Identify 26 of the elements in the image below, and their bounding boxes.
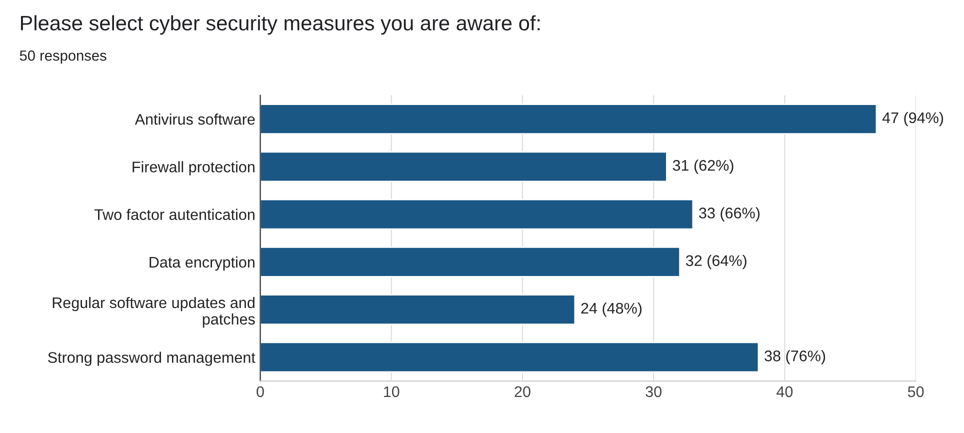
chart-title: Please select cyber security measures you are aware of: [20, 15, 540, 35]
text: 50 responses [20, 50, 106, 64]
x-tick-label: 0 [256, 386, 264, 398]
y-tick-label: Data encryption [150, 256, 254, 271]
bar [260, 294, 576, 326]
data-label: 24 (48%) [581, 302, 642, 317]
bar [260, 342, 760, 373]
bar [260, 246, 681, 278]
y-tick-label: Strong password management [48, 352, 256, 366]
data-label: 47 (94%) [882, 112, 944, 126]
bar [260, 151, 668, 182]
data-label: 32 (64%) [686, 254, 746, 270]
x-tick-label: 10 [384, 386, 400, 398]
x-tick-label: 40 [776, 386, 793, 398]
data-label: 33 (66%) [699, 207, 760, 222]
y-tick-label: Antivirus software [134, 114, 255, 125]
y-tick-label: Regular software updates and patches [52, 296, 255, 328]
x-tick-label: 50 [908, 386, 924, 398]
x-tick-label: 30 [646, 386, 662, 398]
x-tick-label: 20 [514, 386, 530, 398]
y-tick-label: Two factor autentication [94, 208, 254, 220]
y-tick-label: Firewall protection [132, 161, 254, 176]
data-label: 38 (76%) [764, 350, 826, 364]
bar [260, 104, 878, 135]
bar [260, 198, 694, 230]
data-label: 31 (62%) [672, 160, 734, 174]
